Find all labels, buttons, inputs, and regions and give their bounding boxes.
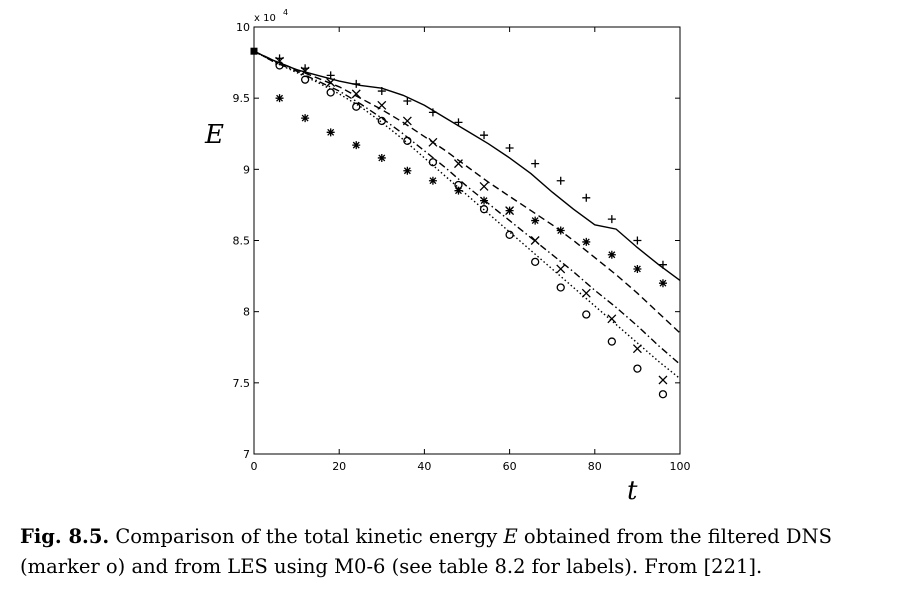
marker-plus <box>326 71 335 80</box>
y-tick-label: 8.5 <box>233 235 251 248</box>
x-axis-label: t <box>627 476 638 506</box>
y-axis-label: E <box>204 120 224 150</box>
marker-plus <box>505 143 514 152</box>
marker-star <box>531 216 540 225</box>
marker-star <box>582 237 591 246</box>
marker-circle <box>582 310 591 319</box>
marker-circle <box>352 102 361 111</box>
marker-plus <box>454 118 463 127</box>
series-line-dashed <box>253 50 681 334</box>
marker-star <box>633 264 642 273</box>
marker-plus <box>531 159 540 168</box>
y-tick-label: 8 <box>243 306 250 319</box>
x-tick-label: 0 <box>251 460 258 473</box>
marker-cross <box>351 89 361 99</box>
marker-circle <box>531 257 540 267</box>
x-tick-label: 20 <box>332 460 346 473</box>
x-tick-label: 100 <box>670 460 691 473</box>
marker-plus <box>352 79 361 88</box>
marker-circle <box>326 88 335 97</box>
marker-plus <box>556 176 565 185</box>
y-tick-label: 9 <box>243 163 250 176</box>
marker-cross <box>454 159 463 169</box>
marker-star <box>377 153 386 162</box>
marker-square <box>250 47 258 55</box>
marker-star <box>275 94 284 103</box>
kinetic-energy-chart: 0 20 40 60 80 100 7 7.5 8 8.5 9 9.5 10 x 10 4 E t <box>204 8 691 506</box>
series-line-solid <box>253 50 681 281</box>
figure-caption: Fig. 8.5. Comparison of the total kineti… <box>20 522 890 582</box>
figure-number: Fig. 8.5. <box>20 525 110 548</box>
x-tick-label: 80 <box>588 460 602 473</box>
marker-circle <box>505 230 514 239</box>
marker-plus <box>582 193 591 202</box>
series-line-dash-dot <box>253 50 681 365</box>
marker-plus <box>633 236 642 245</box>
marker-circle <box>275 61 284 70</box>
y-tick-label: 10 <box>236 21 250 34</box>
marker-star <box>556 226 565 235</box>
marker-circle <box>633 364 642 373</box>
marker-cross <box>300 66 310 76</box>
y-scale-exponent: 4 <box>283 8 288 17</box>
marker-cross <box>632 344 642 354</box>
marker-star <box>326 128 335 137</box>
marker-star <box>480 196 489 205</box>
y-scale-label: x 10 <box>254 13 276 24</box>
marker-circle <box>403 136 412 146</box>
marker-star <box>607 250 616 259</box>
marker-cross <box>479 181 489 191</box>
x-tick-label: 60 <box>503 460 517 473</box>
y-tick-label: 9.5 <box>233 92 251 105</box>
marker-cross <box>607 314 617 324</box>
marker-plus <box>480 131 489 140</box>
series-lines <box>253 50 681 380</box>
marker-cross <box>326 78 336 87</box>
marker-star <box>454 186 463 195</box>
marker-circle <box>607 337 616 346</box>
marker-star <box>505 206 514 215</box>
series-line-dotted <box>253 50 681 380</box>
axis-ticks: 0 20 40 60 80 100 7 7.5 8 8.5 9 9.5 10 <box>233 21 691 473</box>
marker-star <box>352 141 361 150</box>
marker-star <box>428 176 437 185</box>
marker-circle <box>428 158 438 167</box>
marker-cross <box>402 116 412 126</box>
y-tick-label: 7.5 <box>233 377 251 390</box>
marker-star <box>403 166 412 175</box>
marker-cross <box>556 264 566 274</box>
marker-plus <box>607 215 616 224</box>
marker-star <box>301 114 310 123</box>
y-tick-label: 7 <box>243 448 250 461</box>
marker-plus <box>403 97 412 106</box>
marker-circle <box>377 116 386 126</box>
caption-text-1: Comparison of the total kinetic energy <box>109 525 504 548</box>
marker-plus <box>377 87 386 96</box>
marker-cross <box>658 375 668 385</box>
caption-symbol: E <box>503 525 518 548</box>
series-markers <box>250 47 668 399</box>
marker-cross <box>377 100 387 110</box>
marker-cross <box>581 288 591 298</box>
marker-circle <box>300 75 310 84</box>
caption-text-2: obtained from the filtered DNS (marker o… <box>20 525 832 578</box>
marker-circle <box>658 390 668 399</box>
marker-circle <box>479 205 489 214</box>
marker-circle <box>556 283 565 292</box>
marker-plus <box>658 260 667 269</box>
marker-cross <box>530 236 540 245</box>
x-tick-label: 40 <box>417 460 431 473</box>
marker-plus <box>428 108 437 117</box>
plot-frame <box>253 26 681 455</box>
marker-cross <box>428 137 438 147</box>
marker-star <box>658 279 667 288</box>
